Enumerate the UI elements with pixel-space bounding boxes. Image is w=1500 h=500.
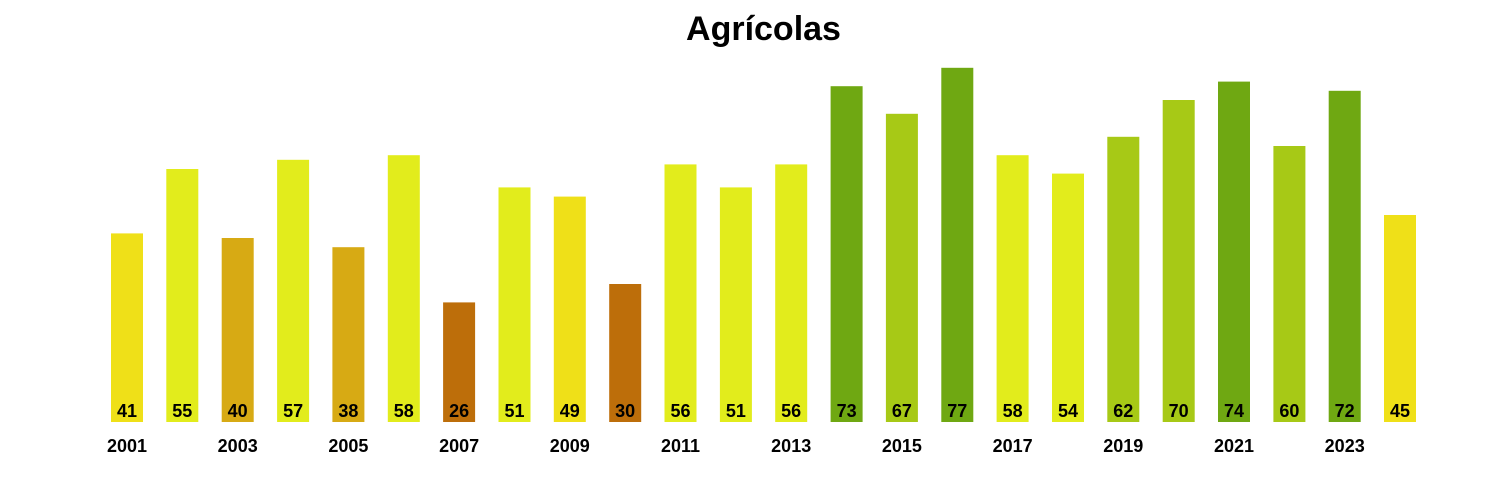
x-tick-label-2003: 2003 bbox=[218, 436, 258, 456]
value-label-2013: 56 bbox=[781, 401, 801, 421]
value-label-2019: 62 bbox=[1113, 401, 1133, 421]
value-label-2023: 72 bbox=[1335, 401, 1355, 421]
bar-2009 bbox=[553, 196, 586, 422]
value-label-2017: 58 bbox=[1003, 401, 1023, 421]
bar-2004 bbox=[277, 159, 310, 423]
value-label-2021: 74 bbox=[1224, 401, 1244, 421]
x-tick-label-2009: 2009 bbox=[550, 436, 590, 456]
x-tick-label-2013: 2013 bbox=[771, 436, 811, 456]
x-tick-label-2001: 2001 bbox=[107, 436, 147, 456]
value-label-2024: 45 bbox=[1390, 401, 1410, 421]
chart-title: Agrícolas bbox=[686, 10, 841, 48]
value-label-2004: 57 bbox=[283, 401, 303, 421]
bar-2003 bbox=[221, 238, 254, 422]
x-tick-label-2023: 2023 bbox=[1325, 436, 1365, 456]
bar-2021 bbox=[1218, 81, 1250, 422]
x-tick-labels-group: 2001 2003 2005 2007 2009 2011 2013 2015 2017 2019… bbox=[107, 436, 1365, 456]
value-label-2009: 49 bbox=[560, 401, 580, 421]
x-tick-label-2011: 2011 bbox=[661, 436, 700, 456]
bar-2010 bbox=[609, 284, 642, 422]
bar-2014 bbox=[830, 86, 863, 422]
x-tick-label-2005: 2005 bbox=[328, 436, 368, 456]
value-label-2016: 77 bbox=[947, 401, 967, 421]
bar-2018 bbox=[1052, 173, 1084, 422]
value-label-2014: 73 bbox=[837, 401, 857, 421]
value-label-2001: 41 bbox=[117, 401, 137, 421]
value-label-2007: 26 bbox=[449, 401, 469, 421]
value-label-2002: 55 bbox=[172, 401, 192, 421]
value-label-2011: 56 bbox=[670, 401, 690, 421]
x-tick-label-2015: 2015 bbox=[882, 436, 922, 456]
bar-2015 bbox=[885, 113, 918, 423]
bar-2022 bbox=[1273, 146, 1306, 422]
value-labels-group: 41 55 40 57 38 58 26 51 49 30 56 51 56 73 67 77 58 54 62 70… bbox=[117, 401, 1410, 421]
value-label-2006: 58 bbox=[394, 401, 414, 421]
bar-2024 bbox=[1384, 215, 1416, 422]
x-tick-label-2021: 2021 bbox=[1214, 436, 1254, 456]
bar-2001 bbox=[111, 233, 143, 422]
value-label-2003: 40 bbox=[228, 401, 248, 421]
bar-2002 bbox=[166, 169, 199, 422]
value-label-2022: 60 bbox=[1279, 401, 1299, 421]
value-label-2012: 51 bbox=[726, 401, 746, 421]
bar-2008 bbox=[498, 187, 531, 422]
bar-2023 bbox=[1328, 90, 1361, 423]
value-label-2005: 38 bbox=[338, 401, 358, 421]
bar-2019 bbox=[1107, 136, 1140, 423]
value-label-2008: 51 bbox=[504, 401, 524, 421]
bar-2020 bbox=[1162, 100, 1195, 422]
bar-2005 bbox=[332, 247, 365, 422]
bar-2007 bbox=[443, 302, 476, 422]
bar-2006 bbox=[387, 155, 420, 422]
value-label-2010: 30 bbox=[615, 401, 635, 421]
bar-2011 bbox=[664, 164, 697, 422]
bar-2017 bbox=[996, 155, 1029, 422]
value-label-2018: 54 bbox=[1058, 401, 1078, 421]
bar-2013 bbox=[775, 164, 808, 422]
value-label-2020: 70 bbox=[1169, 401, 1189, 421]
value-label-2015: 67 bbox=[892, 401, 912, 421]
x-tick-label-2017: 2017 bbox=[993, 436, 1033, 456]
x-tick-label-2019: 2019 bbox=[1103, 436, 1143, 456]
bar-2012 bbox=[719, 187, 752, 422]
bars-group bbox=[111, 67, 1416, 423]
bar-2016 bbox=[941, 67, 974, 423]
x-tick-label-2007: 2007 bbox=[439, 436, 479, 456]
